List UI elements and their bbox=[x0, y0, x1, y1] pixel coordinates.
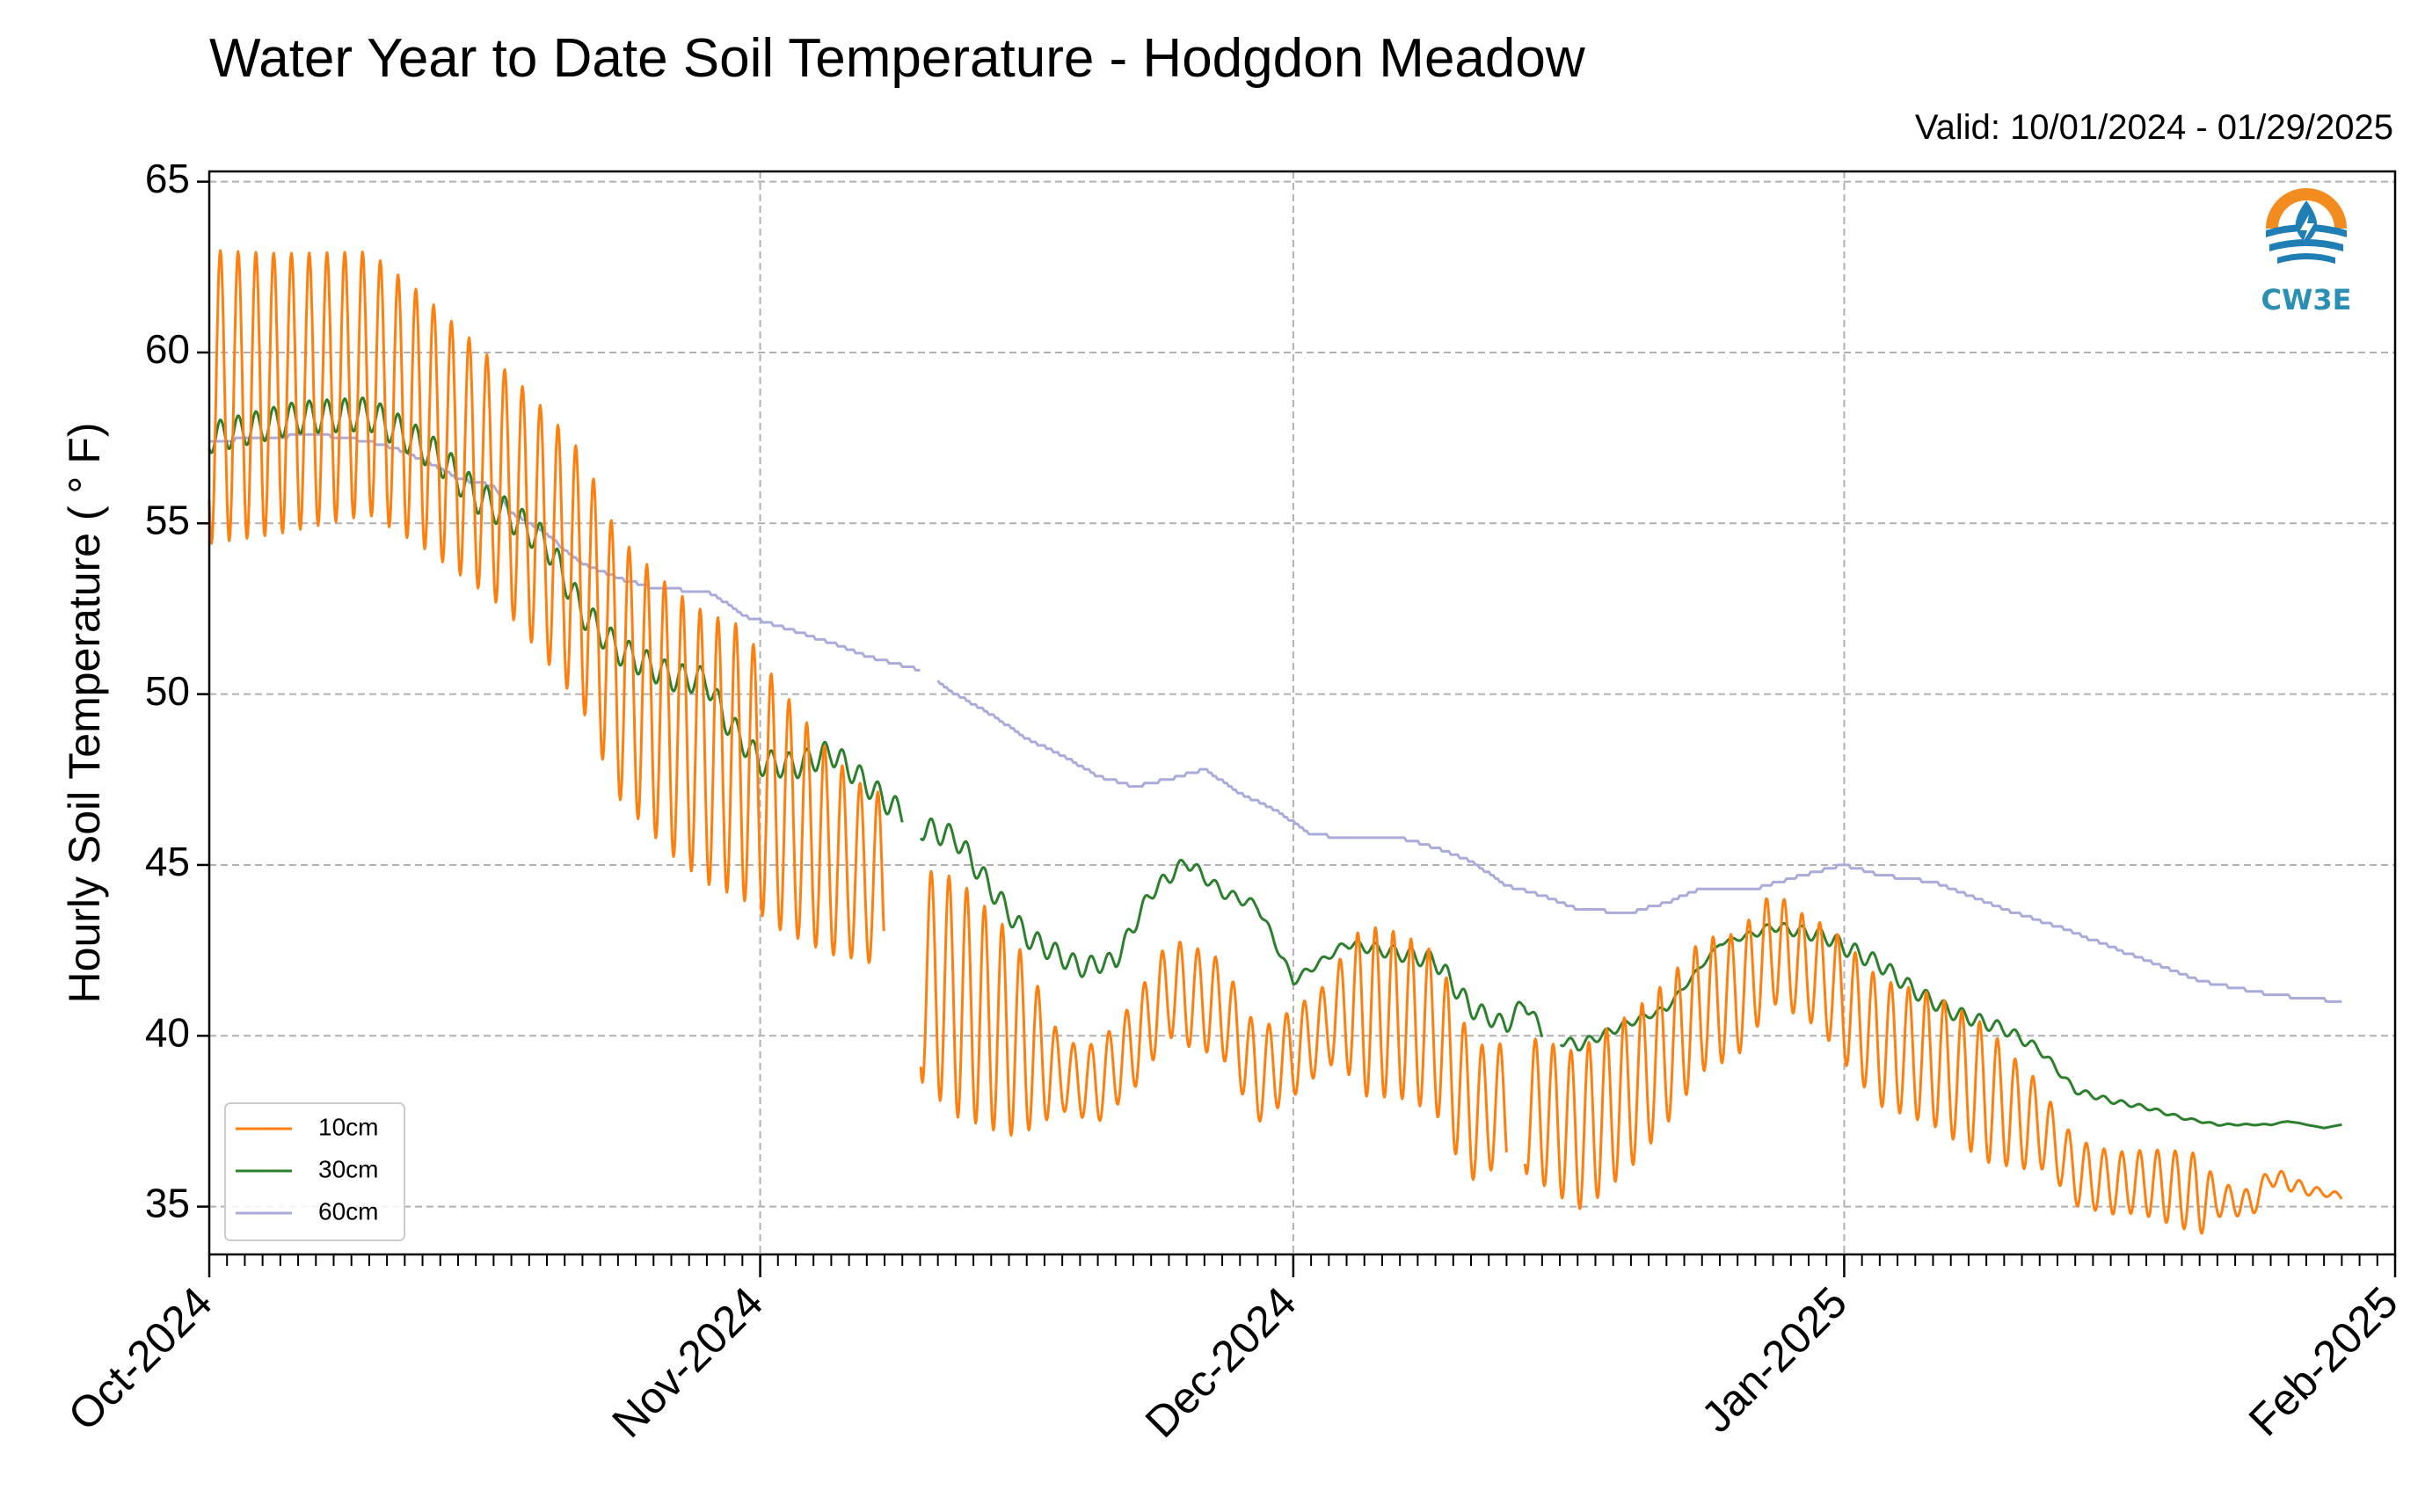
cw3e-logo-text: CW3E bbox=[2261, 283, 2352, 316]
series-line-10cm bbox=[208, 249, 2343, 1235]
y-tick-label: 65 bbox=[145, 156, 190, 201]
y-tick-label: 55 bbox=[145, 497, 190, 542]
x-tick-label: Jan-2025 bbox=[1692, 1277, 1856, 1442]
series-layer bbox=[208, 249, 2343, 1235]
legend-label: 60cm bbox=[318, 1197, 378, 1225]
y-tick-label: 60 bbox=[145, 326, 190, 372]
y-axis-label: Hourly Soil Temperature ( ° F) bbox=[60, 423, 109, 1004]
cw3e-logo: CW3E bbox=[2261, 188, 2352, 316]
y-tick-label: 45 bbox=[145, 839, 190, 884]
legend: 10cm 30cm 60cm bbox=[224, 1102, 405, 1241]
axes: 35 40 45 50 55 60 65 Oct-2024 Nov-2024 Dec-2024 Ja… bbox=[59, 156, 2407, 1447]
legend-label: 10cm bbox=[318, 1113, 378, 1140]
plot-frame bbox=[208, 170, 2397, 1256]
x-tick-label: Oct-2024 bbox=[59, 1277, 222, 1440]
chart-title: Water Year to Date Soil Temperature - Ho… bbox=[209, 28, 1585, 89]
y-tick-label: 50 bbox=[145, 668, 190, 714]
y-tick-label: 35 bbox=[145, 1181, 190, 1226]
y-tick-label: 40 bbox=[145, 1009, 190, 1055]
series-line-30cm bbox=[208, 396, 2342, 1130]
chart-subtitle: Valid: 10/01/2024 - 01/29/2025 bbox=[1914, 108, 2393, 147]
legend-label: 30cm bbox=[318, 1155, 378, 1182]
legend-box bbox=[224, 1102, 405, 1241]
grid-lines bbox=[209, 171, 2395, 1254]
series-line-60cm bbox=[209, 433, 2342, 1003]
x-tick-label: Nov-2024 bbox=[602, 1277, 772, 1447]
x-tick-label: Feb-2025 bbox=[2239, 1277, 2407, 1445]
x-tick-label: Dec-2024 bbox=[1136, 1277, 1306, 1447]
cw3e-logo-icon bbox=[2263, 188, 2349, 280]
